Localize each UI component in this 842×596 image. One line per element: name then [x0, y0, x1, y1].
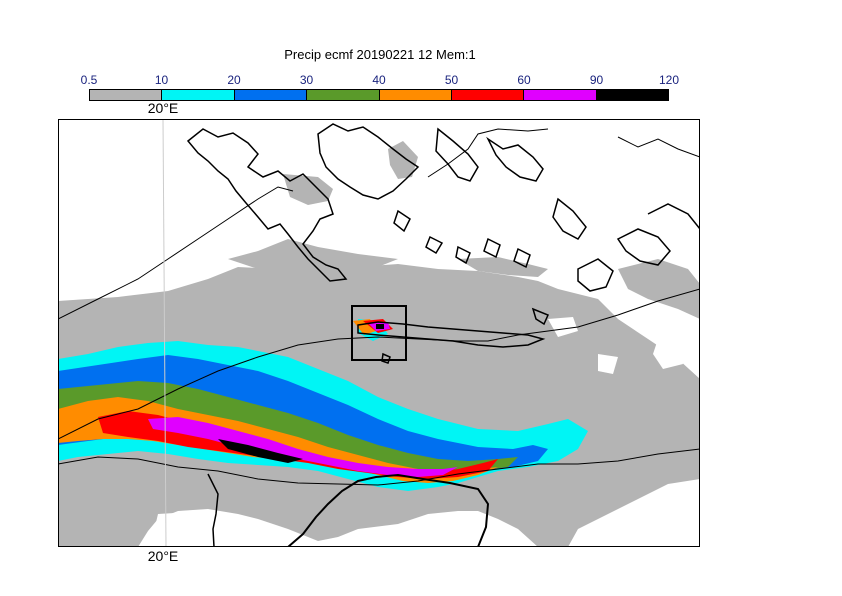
- precip-band-30-40: [58, 381, 518, 473]
- colorbar-tick-label: 60: [517, 73, 531, 87]
- longitude-label-bottom: 20°E: [147, 548, 179, 564]
- colorbar-segment: [596, 90, 668, 100]
- colorbar-tick-label: 20: [227, 73, 241, 87]
- colorbar-tick-label: 50: [444, 73, 459, 87]
- contour-lines: [58, 119, 700, 547]
- highlight-box: [351, 305, 407, 361]
- crete-outline: [357, 321, 546, 348]
- colorbar: [89, 89, 669, 101]
- longitude-label-top: 20°E: [147, 100, 179, 116]
- colorbar-segment: [90, 90, 163, 100]
- colorbar-tick-label: 10: [154, 73, 169, 87]
- colorbar-tick-label: 90: [589, 73, 604, 87]
- precip-map: [58, 119, 700, 547]
- colorbar-segment: [379, 90, 452, 100]
- colorbar-tick-label: 0.5: [80, 73, 98, 87]
- colorbar-tick-label: 30: [299, 73, 314, 87]
- colorbar-segment: [234, 90, 308, 100]
- colorbar-tick-label: 120: [658, 73, 680, 87]
- coastlines: [186, 123, 700, 364]
- colorbar-segment: [307, 90, 380, 100]
- chart-title: Precip ecmf 20190221 12 Mem:1: [284, 47, 476, 62]
- africa-coast: [287, 473, 490, 547]
- precip-gaps: [154, 317, 683, 547]
- precip-band-90-120: [218, 324, 384, 463]
- colorbar-segment: [162, 90, 235, 100]
- coast-west: [207, 473, 219, 547]
- colorbar-segment: [524, 90, 597, 100]
- colorbar-segment: [451, 90, 525, 100]
- colorbar-tick-label: 40: [372, 73, 386, 87]
